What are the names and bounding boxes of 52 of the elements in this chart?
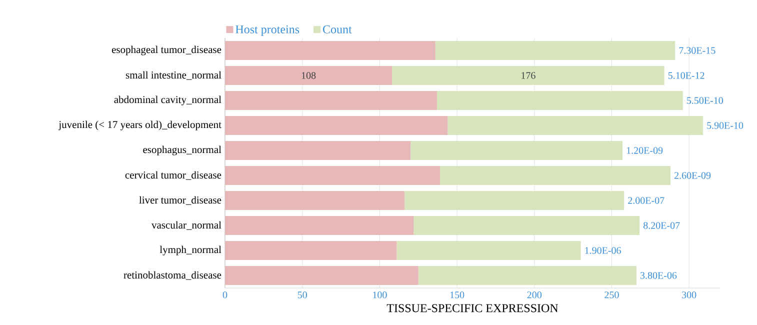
legend-label: Count	[323, 25, 352, 34]
x-tick-label: 200	[527, 292, 542, 298]
bar	[225, 91, 437, 110]
annotation: 2.00E-07	[628, 197, 664, 204]
bar	[414, 216, 640, 236]
bar	[225, 166, 440, 186]
annotation: 1.90E-06	[585, 247, 621, 254]
annotation: 2.60E-09	[674, 172, 711, 179]
annotation: 5.10E-12	[668, 72, 704, 79]
bar	[418, 266, 636, 285]
bar	[225, 216, 414, 236]
y-tick-label: esophagus_normal	[143, 146, 222, 156]
annotation: 7.30E-15	[679, 47, 716, 54]
x-tick-label: 150	[450, 292, 464, 298]
x-tick-label: 250	[604, 292, 619, 298]
bar	[440, 166, 670, 186]
bar	[225, 241, 397, 260]
bar	[410, 141, 623, 160]
x-tick-label: 100	[373, 292, 387, 298]
bar	[448, 116, 703, 136]
bar	[225, 141, 411, 160]
y-tick-label: retinoblastoma_disease	[124, 271, 222, 280]
y-tick-label: juvenile (< 17 years old)_development	[58, 120, 222, 130]
annotation: 8.20E-07	[643, 222, 680, 229]
bar	[436, 91, 683, 110]
y-tick-label: esophageal tumor_disease	[112, 46, 222, 56]
annotation: 5.90E-10	[707, 122, 744, 129]
y-tick-label: lymph_normal	[160, 246, 222, 256]
bar	[225, 266, 418, 285]
x-axis-title: TISSUE-SPECIFIC EXPRESSION	[386, 304, 558, 312]
x-tick-label: 0	[222, 292, 228, 298]
bar	[225, 41, 436, 60]
bar	[396, 241, 581, 260]
bar	[225, 191, 404, 210]
bar	[392, 66, 664, 86]
data-label: 108	[302, 72, 316, 79]
annotation: 1.20E-09	[626, 147, 663, 154]
bar	[404, 191, 624, 210]
bar	[435, 41, 676, 60]
y-tick-label: small intestine_normal	[126, 71, 222, 80]
legend-label: Host proteins	[236, 25, 300, 36]
data-label: 176	[522, 72, 536, 79]
y-tick-label: cervical tumor_disease	[125, 171, 222, 180]
x-tick-label: 300	[682, 292, 696, 298]
annotation: 3.80E-06	[640, 272, 677, 279]
bar	[225, 116, 448, 136]
annotation: 5.50E-10	[686, 97, 723, 104]
y-tick-label: liver tumor_disease	[139, 196, 222, 205]
x-tick-label: 50	[298, 292, 307, 298]
y-tick-label: abdominal cavity_normal	[114, 96, 222, 106]
y-tick-label: vascular_normal	[152, 221, 222, 230]
bar	[225, 66, 392, 86]
